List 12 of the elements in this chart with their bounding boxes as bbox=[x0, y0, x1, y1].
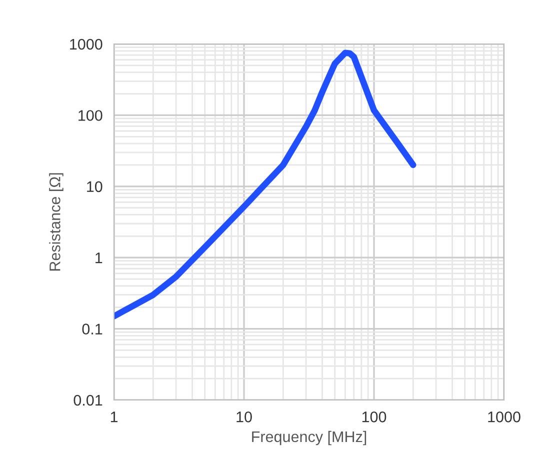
y-axis-title: Resistance [Ω] bbox=[49, 173, 64, 271]
y-tick-label: 1000 bbox=[70, 38, 102, 50]
y-tick-label: 10 bbox=[87, 181, 102, 192]
x-axis-title: Frequency [MHz] bbox=[252, 430, 366, 446]
x-tick-label: 10 bbox=[236, 412, 252, 422]
y-tick-label: 0.1 bbox=[82, 324, 102, 334]
x-tick-label: 1 bbox=[110, 412, 118, 422]
x-tick-label: 100 bbox=[362, 412, 386, 422]
y-tick-label: 1 bbox=[96, 252, 102, 264]
y-tick-label: 0.01 bbox=[74, 394, 102, 406]
y-tick-label: 100 bbox=[78, 110, 102, 121]
x-tick-label: 1000 bbox=[488, 412, 520, 422]
